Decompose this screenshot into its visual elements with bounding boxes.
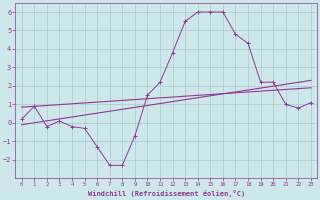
X-axis label: Windchill (Refroidissement éolien,°C): Windchill (Refroidissement éolien,°C) xyxy=(88,190,245,197)
